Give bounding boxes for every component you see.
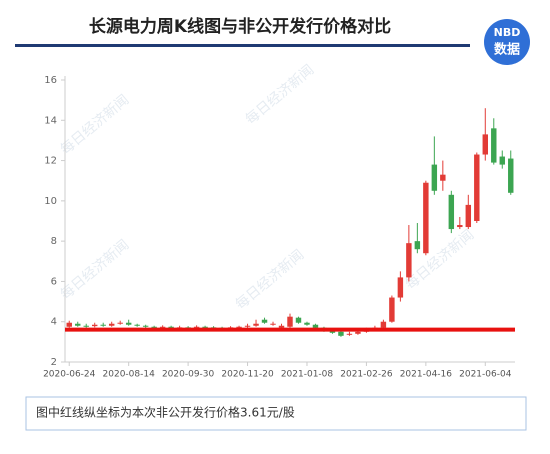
candle-body	[287, 316, 293, 327]
y-tick-label: 16	[44, 75, 57, 86]
candle-body	[253, 323, 259, 326]
title: 长源电力周K线图与非公开发行价格对比	[89, 16, 391, 37]
x-tick-label: 2021-02-26	[340, 370, 393, 380]
candle-body	[193, 326, 200, 328]
y-tick-label: 14	[44, 115, 57, 126]
x-tick-label: 2021-01-08	[281, 370, 334, 380]
candle-body	[142, 325, 149, 327]
candle-body	[482, 134, 488, 155]
x-tick-label: 2020-11-20	[221, 370, 274, 380]
candle-body	[414, 241, 421, 250]
annotation-box	[25, 396, 527, 431]
y-tick-label: 4	[51, 317, 57, 328]
candle-body	[168, 326, 174, 328]
candle-body	[151, 326, 157, 328]
candle-body	[380, 321, 387, 328]
candle-body	[474, 154, 480, 221]
candle-body	[125, 322, 132, 325]
candle-body	[440, 174, 446, 181]
candle-body	[431, 164, 438, 191]
x-tick-label: 2020-06-24	[43, 370, 96, 380]
candle-body	[261, 319, 268, 323]
candle-body	[270, 323, 276, 325]
candle-body	[346, 333, 353, 335]
logo-text: 数据	[494, 42, 520, 58]
candle-body	[75, 323, 81, 326]
candle-body	[457, 225, 463, 228]
candle-body	[117, 322, 123, 324]
candle-body	[491, 128, 497, 163]
x-tick-label: 2020-08-14	[103, 370, 156, 380]
logo	[484, 19, 530, 65]
candle-body	[389, 297, 395, 322]
candle-body	[134, 324, 140, 326]
y-tick-label: 6	[51, 276, 57, 287]
candle-body	[92, 324, 98, 327]
candle-body	[83, 325, 89, 327]
candle-body	[244, 325, 251, 327]
candle-body	[465, 204, 472, 228]
candle-body	[202, 326, 208, 328]
candle-body	[508, 158, 514, 193]
x-tick-label: 2021-06-04	[459, 370, 512, 380]
candle-body	[499, 156, 505, 165]
candle-body	[406, 243, 412, 278]
candle-body	[66, 322, 72, 327]
candle-body	[397, 277, 404, 298]
annotation: 图中红线纵坐标为本次非公开发行价格3.61元/股	[36, 405, 295, 420]
y-tick-label: 8	[51, 236, 57, 247]
candle-body	[159, 326, 166, 328]
candle-body	[304, 322, 310, 325]
candle-body	[312, 324, 319, 328]
y-tick-label: 10	[44, 196, 57, 207]
title-underline	[15, 44, 470, 47]
candle-body	[448, 194, 455, 230]
x-tick-label: 2020-09-30	[162, 370, 215, 380]
y-tick-label: 2	[51, 357, 57, 368]
y-tick-label: 12	[44, 156, 57, 167]
candle-body	[338, 331, 344, 336]
candle-body	[295, 317, 302, 323]
candle-body	[423, 182, 429, 254]
candle-body	[236, 326, 242, 328]
candle-body	[278, 325, 285, 328]
logo-text: NBD	[494, 26, 521, 39]
candle-body	[100, 324, 106, 326]
candle-body	[108, 323, 115, 326]
x-tick-label: 2021-04-16	[400, 370, 453, 380]
candle-body	[355, 331, 361, 334]
